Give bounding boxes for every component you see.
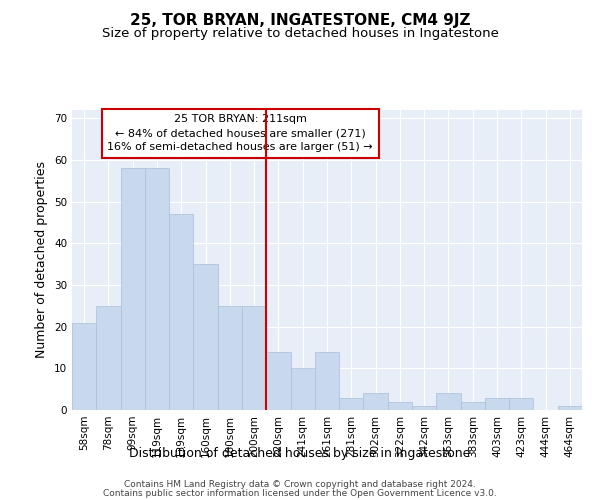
Bar bbox=[412, 406, 436, 410]
Text: Size of property relative to detached houses in Ingatestone: Size of property relative to detached ho… bbox=[101, 28, 499, 40]
Bar bbox=[169, 214, 193, 410]
Bar bbox=[388, 402, 412, 410]
Bar bbox=[96, 306, 121, 410]
Y-axis label: Number of detached properties: Number of detached properties bbox=[35, 162, 49, 358]
Bar bbox=[315, 352, 339, 410]
Bar bbox=[266, 352, 290, 410]
Bar bbox=[242, 306, 266, 410]
Bar bbox=[72, 322, 96, 410]
Bar bbox=[145, 168, 169, 410]
Bar bbox=[509, 398, 533, 410]
Bar bbox=[339, 398, 364, 410]
Text: Contains public sector information licensed under the Open Government Licence v3: Contains public sector information licen… bbox=[103, 489, 497, 498]
Text: 25, TOR BRYAN, INGATESTONE, CM4 9JZ: 25, TOR BRYAN, INGATESTONE, CM4 9JZ bbox=[130, 12, 470, 28]
Bar bbox=[485, 398, 509, 410]
Bar bbox=[364, 394, 388, 410]
Bar bbox=[121, 168, 145, 410]
Text: 25 TOR BRYAN: 211sqm
← 84% of detached houses are smaller (271)
16% of semi-deta: 25 TOR BRYAN: 211sqm ← 84% of detached h… bbox=[107, 114, 373, 152]
Bar bbox=[461, 402, 485, 410]
Bar bbox=[290, 368, 315, 410]
Bar bbox=[436, 394, 461, 410]
Text: Contains HM Land Registry data © Crown copyright and database right 2024.: Contains HM Land Registry data © Crown c… bbox=[124, 480, 476, 489]
Bar bbox=[558, 406, 582, 410]
Bar bbox=[218, 306, 242, 410]
Text: Distribution of detached houses by size in Ingatestone: Distribution of detached houses by size … bbox=[130, 448, 470, 460]
Bar bbox=[193, 264, 218, 410]
